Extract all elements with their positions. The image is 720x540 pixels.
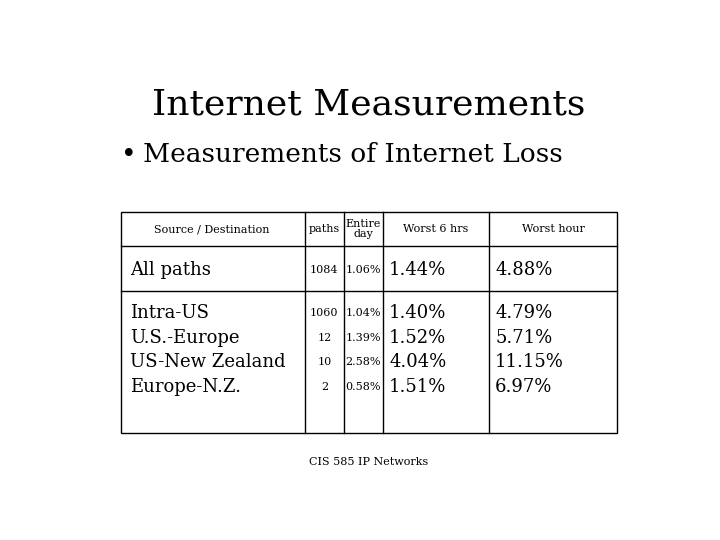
Text: 12: 12 <box>318 333 331 342</box>
Text: Internet Measurements: Internet Measurements <box>153 87 585 122</box>
Text: US-New Zealand: US-New Zealand <box>130 353 286 371</box>
Text: 4.88%: 4.88% <box>495 261 552 279</box>
Text: 1.52%: 1.52% <box>389 328 446 347</box>
Text: 1.04%: 1.04% <box>346 308 381 318</box>
Text: 1.51%: 1.51% <box>389 377 446 396</box>
Text: Worst hour: Worst hour <box>522 224 585 234</box>
Text: Worst 6 hrs: Worst 6 hrs <box>403 224 469 234</box>
Text: paths: paths <box>309 224 340 234</box>
Text: Europe-N.Z.: Europe-N.Z. <box>130 377 241 396</box>
Text: 1.44%: 1.44% <box>389 261 446 279</box>
Text: 2.58%: 2.58% <box>346 357 381 367</box>
Text: 10: 10 <box>318 357 331 367</box>
Text: 4.04%: 4.04% <box>389 353 446 371</box>
Text: 1.06%: 1.06% <box>346 265 381 275</box>
Text: 6.97%: 6.97% <box>495 377 552 396</box>
Bar <box>121 212 617 433</box>
Text: Source / Destination: Source / Destination <box>154 224 269 234</box>
Text: 1.40%: 1.40% <box>389 304 446 322</box>
Text: 5.71%: 5.71% <box>495 328 552 347</box>
Text: 1.39%: 1.39% <box>346 333 381 342</box>
Text: Entire
day: Entire day <box>346 219 381 239</box>
Text: •: • <box>121 141 136 167</box>
Text: U.S.-Europe: U.S.-Europe <box>130 328 240 347</box>
Text: 11.15%: 11.15% <box>495 353 564 371</box>
Text: Measurements of Internet Loss: Measurements of Internet Loss <box>143 141 563 167</box>
Text: Intra-US: Intra-US <box>130 304 210 322</box>
Text: 1084: 1084 <box>310 265 338 275</box>
Text: 2: 2 <box>321 382 328 392</box>
Text: 4.79%: 4.79% <box>495 304 552 322</box>
Text: 1060: 1060 <box>310 308 338 318</box>
Text: CIS 585 IP Networks: CIS 585 IP Networks <box>310 457 428 467</box>
Text: 0.58%: 0.58% <box>346 382 381 392</box>
Text: All paths: All paths <box>130 261 211 279</box>
